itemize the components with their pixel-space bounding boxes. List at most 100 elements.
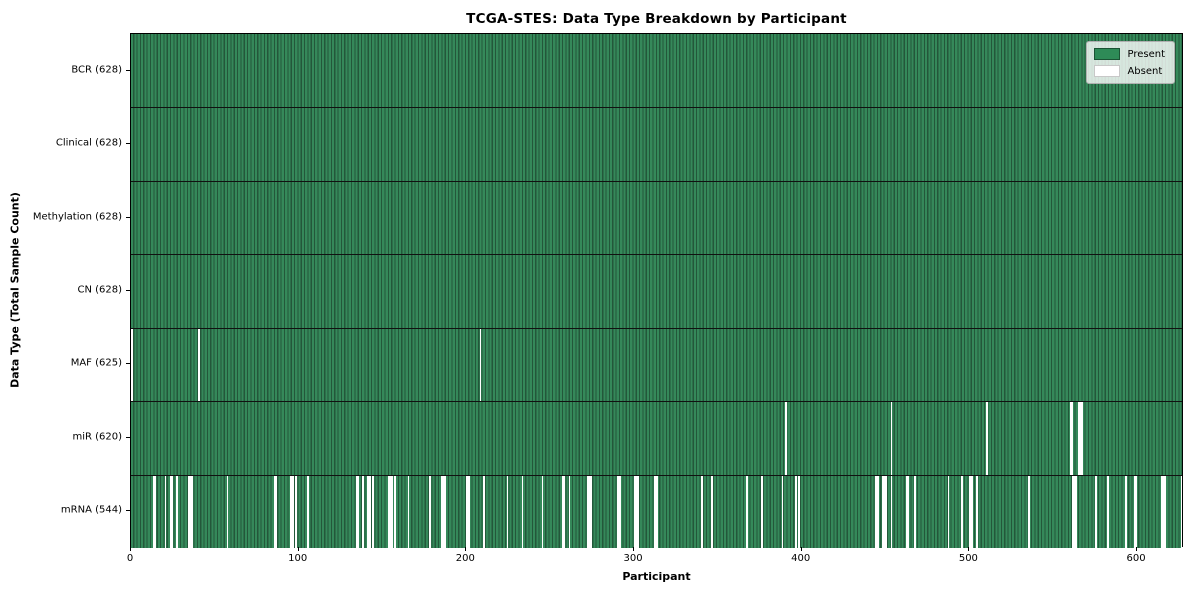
absent-line xyxy=(1078,401,1081,475)
x-tick-mark xyxy=(968,547,970,551)
row-band-BCR xyxy=(131,34,1182,108)
absent-line xyxy=(483,474,485,548)
absent-line xyxy=(541,474,544,548)
row-separator xyxy=(131,180,1182,182)
legend: Present Absent xyxy=(1086,41,1175,84)
absent-line xyxy=(521,474,524,548)
absent-line xyxy=(1095,474,1097,548)
x-tick-label-500: 500 xyxy=(958,553,978,564)
absent-line xyxy=(563,474,566,548)
absent-line xyxy=(875,474,878,548)
absent-line xyxy=(587,474,589,548)
x-tick-label-100: 100 xyxy=(288,553,308,564)
row-separator xyxy=(131,327,1182,329)
absent-line xyxy=(131,327,133,402)
absent-line xyxy=(701,474,703,548)
absent-line xyxy=(390,474,393,548)
absent-line xyxy=(387,474,390,548)
absent-line xyxy=(429,474,432,548)
absent-line xyxy=(295,474,297,548)
absent-line xyxy=(1160,474,1163,548)
y-tick-label-Clinical: Clinical (628) xyxy=(55,137,122,149)
absent-line xyxy=(169,474,172,548)
absent-line xyxy=(1028,474,1030,548)
absent-line xyxy=(444,474,447,548)
absent-line xyxy=(290,474,292,548)
absent-line xyxy=(1073,474,1076,548)
row-band-Clinical xyxy=(131,107,1182,181)
absent-line xyxy=(798,474,801,548)
absent-line xyxy=(441,474,443,548)
absent-line xyxy=(618,474,621,548)
absent-line xyxy=(176,474,178,548)
absent-line xyxy=(1069,401,1072,475)
y-tick-mark xyxy=(126,290,130,291)
absent-line xyxy=(407,474,410,548)
absent-line xyxy=(188,474,190,548)
absent-line xyxy=(442,474,445,548)
x-tick-label-600: 600 xyxy=(1126,553,1146,564)
y-tick-mark xyxy=(126,510,130,512)
x-tick-mark xyxy=(800,547,802,551)
absent-line xyxy=(1163,474,1166,548)
absent-line xyxy=(468,474,470,548)
absent-line xyxy=(164,474,167,548)
x-tick-label-400: 400 xyxy=(791,553,811,564)
absent-line xyxy=(971,474,973,548)
absent-line xyxy=(960,474,963,548)
y-tick-mark xyxy=(126,69,130,71)
absent-line xyxy=(362,474,365,548)
absent-line xyxy=(761,474,764,548)
y-tick-label-CN: CN (628) xyxy=(77,284,122,296)
x-tick-mark xyxy=(297,547,299,551)
y-tick-label-miR: miR (620) xyxy=(72,431,122,443)
absent-line xyxy=(969,474,972,548)
absent-line xyxy=(635,474,638,548)
absent-line xyxy=(226,474,229,548)
y-tick-mark xyxy=(126,363,130,365)
legend-swatch-absent xyxy=(1094,65,1121,77)
row-separator xyxy=(131,401,1182,403)
row-band-mRNA xyxy=(131,474,1183,548)
absent-line xyxy=(882,474,884,548)
absent-line xyxy=(1075,474,1077,548)
absent-line xyxy=(588,474,591,548)
absent-line xyxy=(568,474,571,548)
absent-line xyxy=(885,474,888,548)
absent-line xyxy=(905,474,908,548)
absent-line xyxy=(637,474,640,548)
absent-line xyxy=(655,474,658,548)
absent-line xyxy=(890,401,893,475)
absent-line xyxy=(198,327,200,402)
absent-line xyxy=(986,401,988,475)
absent-line xyxy=(394,474,396,548)
absent-line xyxy=(479,327,482,402)
absent-line xyxy=(1071,401,1074,475)
absent-line xyxy=(784,401,787,475)
absent-line xyxy=(711,474,713,548)
absent-line xyxy=(189,474,192,548)
absent-line xyxy=(1071,474,1074,548)
absent-line xyxy=(1135,474,1138,548)
y-axis-label: Data Type (Total Sample Count) xyxy=(8,192,22,388)
absent-line xyxy=(191,474,194,548)
y-tick-label-MAF: MAF (625) xyxy=(70,357,122,369)
absent-line xyxy=(369,474,371,548)
absent-line xyxy=(357,474,360,548)
row-band-CN xyxy=(131,254,1182,328)
absent-line xyxy=(877,474,879,548)
absent-line xyxy=(1125,474,1127,548)
legend-item-present: Present xyxy=(1094,48,1165,60)
absent-line xyxy=(976,474,978,548)
absent-line xyxy=(947,474,950,548)
x-tick-mark xyxy=(130,547,131,551)
x-tick-mark xyxy=(633,547,635,551)
absent-line xyxy=(654,474,656,548)
absent-line xyxy=(590,474,593,548)
y-tick-label-Methylation: Methylation (628) xyxy=(32,211,122,223)
y-tick-mark xyxy=(126,436,130,438)
absent-line xyxy=(561,474,564,548)
row-band-MAF xyxy=(131,327,1182,402)
absent-line xyxy=(890,474,893,548)
